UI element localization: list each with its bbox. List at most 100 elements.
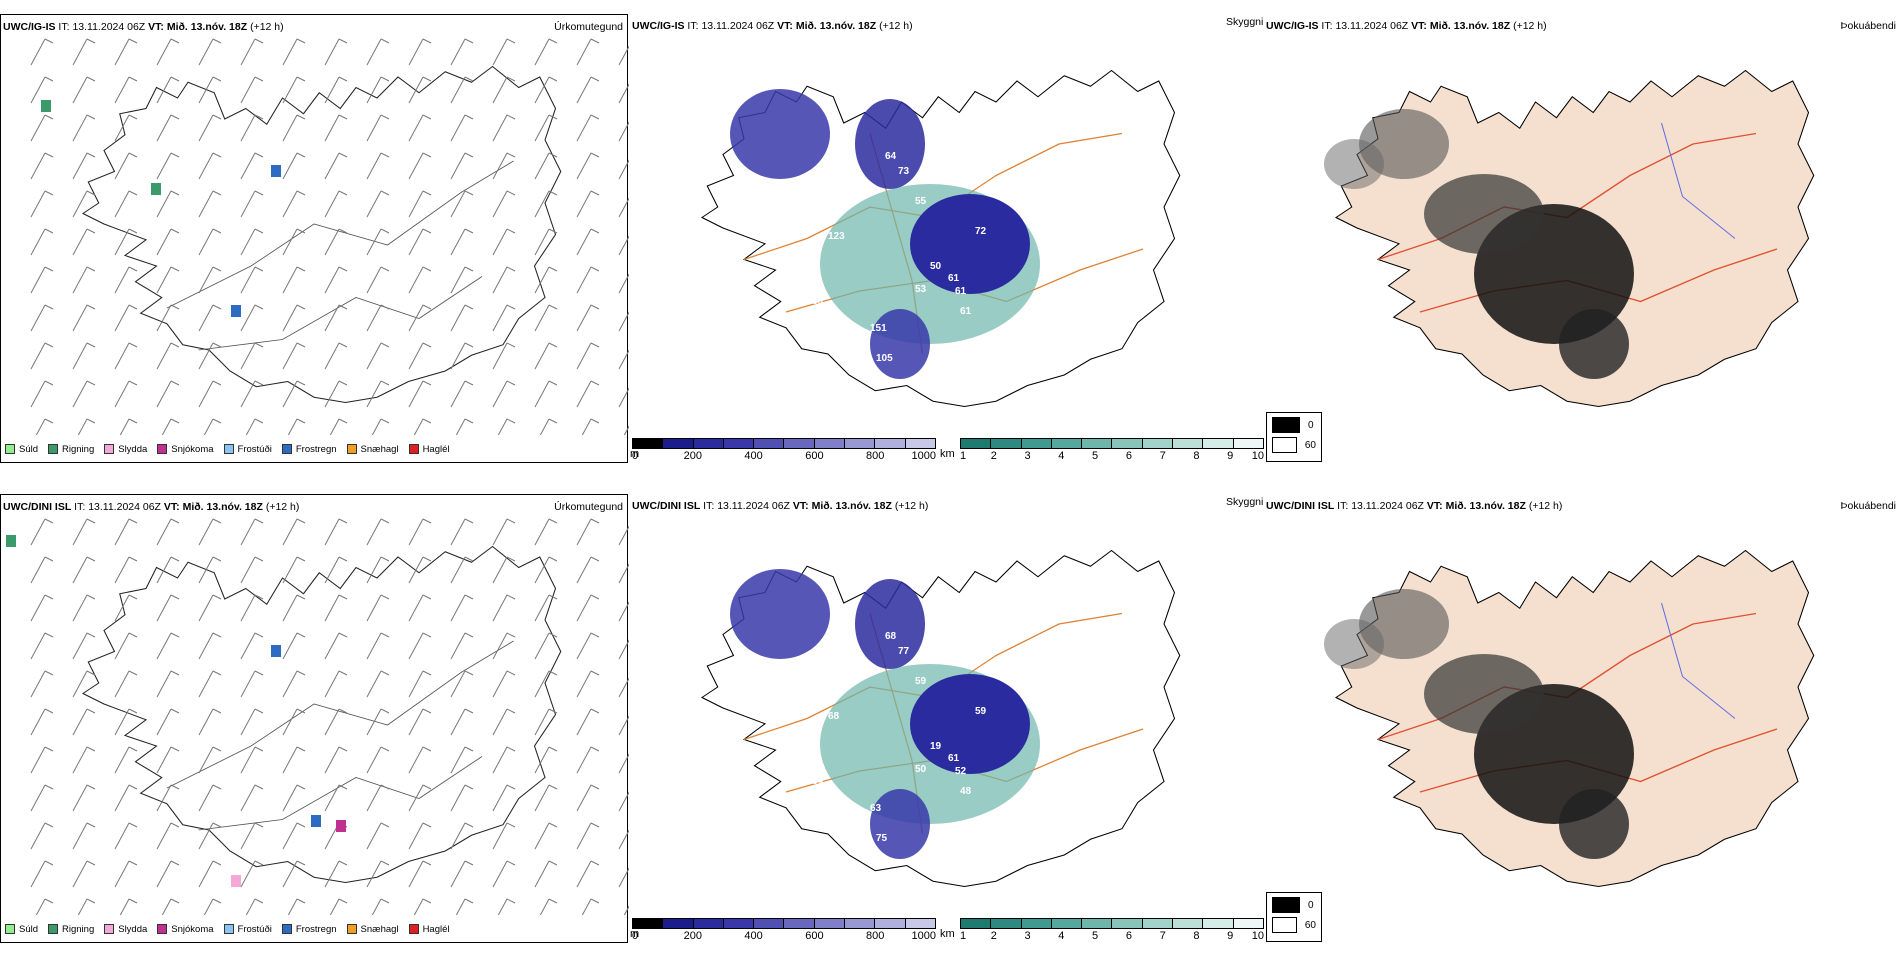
- panel-title: UWC/DINI ISL IT: 13.11.2024 06Z VT: Mið.…: [1266, 500, 1563, 512]
- panel-title: UWC/IG-IS IT: 13.11.2024 06Z VT: Mið. 13…: [632, 20, 913, 32]
- colorbar-swatch: [991, 919, 1022, 928]
- colorbar-swatch: [1203, 919, 1234, 928]
- panel-title: UWC/IG-IS IT: 13.11.2024 06Z VT: Mið. 13…: [3, 21, 284, 33]
- cloud-base-value: 123: [892, 871, 909, 882]
- colorbar-tick: 5: [1092, 930, 1099, 942]
- legend-swatch: [281, 444, 292, 454]
- colorbar-swatch: [905, 919, 935, 928]
- colorbar-tick: 1: [960, 930, 967, 942]
- legend-label: Slydda: [118, 923, 148, 935]
- colorbar-swatch: [1021, 919, 1052, 928]
- precip-legend-item: Snjókoma: [157, 924, 214, 935]
- colorbar-tick: 9: [1227, 450, 1234, 462]
- legend-swatch: [48, 444, 59, 454]
- precip-type-title: Úrkomutegund: [554, 21, 623, 33]
- precip-legend-item: Frostregn: [281, 923, 337, 935]
- colorbar-tick: 4: [1058, 930, 1065, 942]
- colorbar-tick: 1: [960, 450, 967, 462]
- colorbar-tick: 1000: [911, 450, 936, 462]
- cloud-base-value: 50: [812, 296, 824, 307]
- colorbar-swatch: [663, 919, 694, 928]
- precip-legend-item: Snæhagl: [346, 443, 399, 455]
- cloud-base-value: 80: [865, 376, 877, 387]
- colorbar-swatch: [1203, 439, 1234, 448]
- colorbar-swatch: [693, 439, 724, 448]
- fog-index-title: Þokuábendi: [1840, 20, 1896, 32]
- panel-title: UWC/IG-IS IT: 13.11.2024 06Z VT: Mið. 13…: [1266, 20, 1547, 32]
- colorbar-tick: 5: [1092, 450, 1099, 462]
- precip-legend-item: Frostregn: [281, 444, 337, 455]
- cloud-base-value: 61: [948, 273, 960, 284]
- colorbar-swatch: [1082, 919, 1113, 928]
- panel-title: UWC/DINI ISL IT: 13.11.2024 06Z VT: Mið.…: [3, 501, 300, 513]
- legend-swatch: [104, 924, 115, 934]
- legend-label: Snjókoma: [171, 443, 214, 455]
- colorbar-swatch: [814, 439, 846, 448]
- precip-legend-item: Frostúði: [223, 924, 272, 935]
- cloud-base-value: 57: [865, 416, 877, 427]
- cloud-base-value: 72: [975, 226, 987, 237]
- cloud-base-value: 105: [876, 353, 893, 364]
- colorbar-swatch: [991, 439, 1022, 448]
- colorbar-tick: 4: [1058, 450, 1065, 462]
- colorbar-tick: 1000: [911, 930, 936, 942]
- legend-swatch: [48, 924, 59, 934]
- cloud-base-value: 59: [975, 706, 987, 717]
- colorbar-swatch: [723, 919, 755, 928]
- legend-label: Slydda: [118, 443, 148, 455]
- legend-label: Snæhagl: [360, 443, 399, 455]
- cloud-base-value: 55: [915, 196, 927, 207]
- colorbar-swatch: [814, 919, 846, 928]
- cloud-base-value: 50: [915, 764, 927, 775]
- colorbar-swatch: [1142, 919, 1174, 928]
- precip-legend-item: Slydda: [104, 444, 147, 455]
- legend-label: Frostregn: [295, 923, 337, 935]
- cloud-base-value: 64: [885, 151, 897, 162]
- colorbar-swatch: [845, 919, 876, 928]
- legend-swatch: [346, 924, 357, 934]
- visibility-title: Skyggni: [1226, 16, 1264, 28]
- cloud-base-value: 50: [930, 261, 942, 272]
- colorbar-tick: 800: [866, 930, 885, 942]
- cloud-base-value: 61: [955, 286, 967, 297]
- precip-legend-item: Haglél: [408, 444, 450, 455]
- colorbar-tick: 6: [1125, 930, 1132, 942]
- colorbar-tick: 0: [632, 930, 639, 942]
- colorbar-tick: 2: [990, 450, 997, 462]
- legend-swatch: [346, 444, 357, 454]
- legend-swatch: [5, 924, 15, 934]
- colorbar-swatch: [723, 439, 755, 448]
- cloud-base-value: 73: [898, 166, 910, 177]
- colorbar-swatch: [1112, 919, 1143, 928]
- cloudbase-panel-row1: UWC/IG-IS IT: 13.11.2024 06Z VT: Mið. 13…: [630, 14, 1264, 474]
- legend-swatch: [157, 924, 168, 934]
- colorbar-tick: 9: [1227, 930, 1234, 942]
- colorbar-swatch: [784, 919, 815, 928]
- fog-panel-row1: UWC/IG-IS IT: 13.11.2024 06Z VT: Mið. 13…: [1264, 14, 1900, 474]
- cloud-base-value: 55: [820, 796, 832, 807]
- colorbar-tick: 2: [990, 930, 997, 942]
- cloud-base-value: 68: [885, 631, 897, 642]
- precip-legend-item: Haglél: [408, 923, 450, 935]
- precip-panel-row1: UWC/IG-IS IT: 13.11.2024 06Z VT: Mið. 13…: [0, 14, 629, 463]
- cloud-base-value: 77: [898, 646, 910, 657]
- cloud-base-value: 54: [812, 776, 824, 787]
- fog-map: [1324, 549, 1815, 888]
- colorbar-swatch: [693, 919, 724, 928]
- cloudbase-colorbar: 0 200 400 600 800 1000 m: [630, 918, 936, 944]
- cloud-base-value: 62: [870, 883, 882, 894]
- fog-legend: 0 60: [1266, 892, 1322, 942]
- colorbar-tick: 3: [1024, 930, 1031, 942]
- cloud-base-value: 67: [892, 391, 904, 402]
- cloud-base-value: 285: [865, 856, 882, 867]
- precip-legend-item: Frostúði: [223, 444, 272, 455]
- legend-swatch: [104, 444, 115, 454]
- colorbar-swatch: [754, 439, 785, 448]
- colorbar-swatch: [633, 439, 664, 448]
- colorbar-tick: 200: [683, 930, 702, 942]
- colorbar-swatch: [1051, 439, 1083, 448]
- colorbar-swatch: [875, 439, 906, 448]
- legend-label: Haglél: [422, 923, 450, 935]
- cloud-base-value: 58: [870, 403, 882, 414]
- colorbar-tick: 200: [683, 450, 702, 462]
